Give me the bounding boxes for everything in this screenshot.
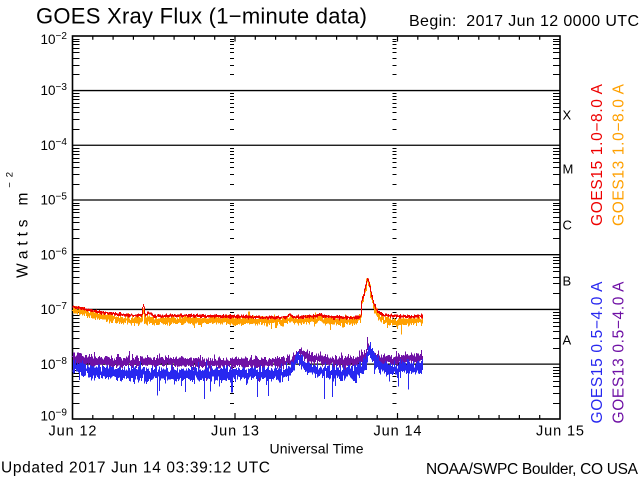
svg-text:GOES15 1.0−8.0 A: GOES15 1.0−8.0 A	[589, 83, 606, 226]
svg-text:C: C	[563, 218, 572, 233]
svg-text:X: X	[563, 108, 572, 123]
svg-text:B: B	[563, 274, 572, 289]
svg-text:Jun 13: Jun 13	[211, 424, 259, 440]
svg-text:Jun 15: Jun 15	[536, 424, 584, 440]
svg-text:Jun 12: Jun 12	[49, 424, 97, 440]
svg-text:Updated 2017 Jun 14 03:39:12 U: Updated 2017 Jun 14 03:39:12 UTC	[1, 460, 270, 477]
svg-text:GOES Xray Flux (1−minute data): GOES Xray Flux (1−minute data)	[36, 4, 367, 29]
svg-text:Universal Time: Universal Time	[270, 441, 364, 457]
svg-text:GOES13 1.0−8.0 A: GOES13 1.0−8.0 A	[611, 83, 628, 226]
svg-text:A: A	[563, 333, 572, 348]
svg-text:GOES15 0.5−4.0 A: GOES15 0.5−4.0 A	[589, 281, 606, 424]
svg-text:GOES13 0.5−4.0 A: GOES13 0.5−4.0 A	[611, 281, 628, 424]
svg-text:NOAA/SWPC Boulder, CO USA: NOAA/SWPC Boulder, CO USA	[426, 461, 639, 478]
svg-text:M: M	[563, 162, 574, 177]
svg-text:Jun 14: Jun 14	[374, 424, 422, 440]
svg-text:Begin: 2017 Jun 12 0000 UTC: Begin: 2017 Jun 12 0000 UTC	[409, 13, 639, 30]
